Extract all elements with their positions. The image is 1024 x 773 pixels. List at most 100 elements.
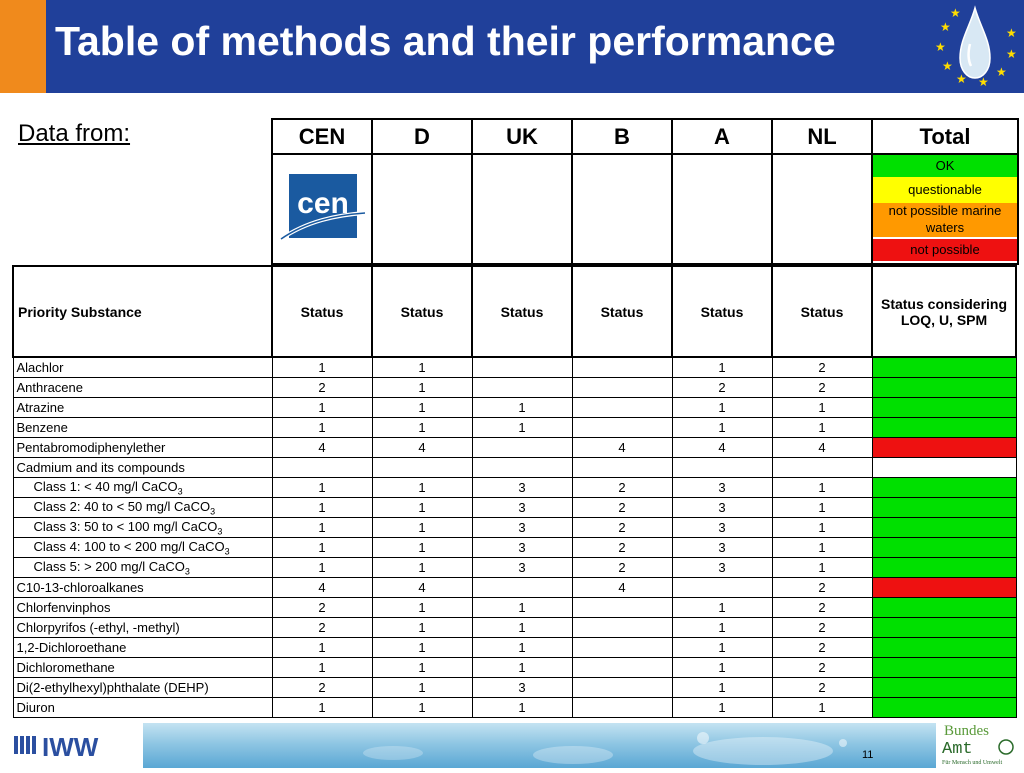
status-cell-cen: 2 bbox=[271, 597, 373, 618]
status-cell-d: 1 bbox=[371, 537, 473, 558]
substance-name: Di(2-ethylhexyl)phthalate (DEHP) bbox=[12, 677, 273, 698]
status-cell-b: 4 bbox=[571, 437, 673, 458]
table-row: Class 4: 100 to < 200 mg/l CaCO3 1 1 3 2 3 1 bbox=[12, 537, 1017, 558]
status-cell-a: 1 bbox=[671, 356, 773, 378]
cen-logo: cen bbox=[279, 173, 366, 241]
total-status-header: Status considering LOQ, U, SPM bbox=[871, 265, 1017, 358]
status-cell-nl: 1 bbox=[771, 497, 873, 518]
substance-name: Cadmium and its compounds bbox=[12, 457, 273, 478]
table-row: Class 5: > 200 mg/l CaCO3 1 1 3 2 3 1 bbox=[12, 557, 1017, 578]
status-cell-uk bbox=[471, 577, 573, 598]
status-cell-d: 1 bbox=[371, 517, 473, 538]
substance-name: Chlorpyrifos (-ethyl, -methyl) bbox=[12, 617, 273, 638]
status-cell-uk: 3 bbox=[471, 677, 573, 698]
status-cell-nl: 2 bbox=[771, 597, 873, 618]
status-cell-nl: 1 bbox=[771, 397, 873, 418]
status-cell-uk: 3 bbox=[471, 557, 573, 578]
status-cell-uk bbox=[471, 356, 573, 378]
status-cell-nl bbox=[771, 457, 873, 478]
substance-name: Class 3: 50 to < 100 mg/l CaCO3 bbox=[12, 517, 273, 538]
status-cell-a: 3 bbox=[671, 537, 773, 558]
table-row: Benzene 1 1 1 1 1 bbox=[12, 417, 1017, 438]
status-header: Status bbox=[771, 265, 873, 358]
status-cell-d: 4 bbox=[371, 577, 473, 598]
status-cell-a: 1 bbox=[671, 397, 773, 418]
status-cell-cen: 1 bbox=[271, 477, 373, 498]
status-cell-nl: 2 bbox=[771, 617, 873, 638]
status-cell-b bbox=[571, 417, 673, 438]
status-cell-d: 1 bbox=[371, 677, 473, 698]
status-cell-d: 1 bbox=[371, 597, 473, 618]
total-status-cell bbox=[871, 697, 1017, 718]
substance-name: Diuron bbox=[12, 697, 273, 718]
table-row: Dichloromethane 1 1 1 1 2 bbox=[12, 657, 1017, 678]
svg-text:Für Mensch und Umwelt: Für Mensch und Umwelt bbox=[942, 760, 1002, 766]
substance-name: 1,2-Dichloroethane bbox=[12, 637, 273, 658]
substance-name: Alachlor bbox=[12, 356, 273, 378]
page-title: Table of methods and their performance bbox=[55, 18, 836, 64]
table-row: Diuron 1 1 1 1 1 bbox=[12, 697, 1017, 718]
status-cell-a: 3 bbox=[671, 497, 773, 518]
status-cell-cen: 4 bbox=[271, 577, 373, 598]
status-cell-uk: 3 bbox=[471, 537, 573, 558]
svg-text:★: ★ bbox=[942, 59, 953, 73]
svg-text:IWW: IWW bbox=[42, 732, 99, 762]
status-cell-b bbox=[571, 617, 673, 638]
status-cell-b bbox=[571, 397, 673, 418]
status-cell-b bbox=[571, 457, 673, 478]
status-cell-b bbox=[571, 637, 673, 658]
priority-substance-header: Priority Substance bbox=[12, 265, 273, 358]
total-status-cell bbox=[871, 517, 1017, 538]
total-status-cell bbox=[871, 497, 1017, 518]
svg-text:Amt: Amt bbox=[942, 740, 973, 759]
status-cell-cen: 2 bbox=[271, 677, 373, 698]
status-cell-cen: 2 bbox=[271, 617, 373, 638]
total-status-cell bbox=[871, 617, 1017, 638]
status-cell-d: 4 bbox=[371, 437, 473, 458]
total-header: Total bbox=[871, 118, 1019, 155]
status-cell-d: 1 bbox=[371, 377, 473, 398]
status-cell-a: 1 bbox=[671, 697, 773, 718]
status-cell-d bbox=[371, 457, 473, 478]
substance-name: Chlorfenvinphos bbox=[12, 597, 273, 618]
status-header: Status bbox=[471, 265, 573, 358]
status-cell-cen: 1 bbox=[271, 356, 373, 378]
table-row: Pentabromodiphenylether 4 4 4 4 4 bbox=[12, 437, 1017, 458]
table-row: Alachlor 1 1 1 2 bbox=[12, 356, 1017, 378]
total-status-cell bbox=[871, 597, 1017, 618]
substance-name: Atrazine bbox=[12, 397, 273, 418]
water-drop bbox=[959, 5, 991, 79]
status-cell-nl: 1 bbox=[771, 537, 873, 558]
status-cell-d: 1 bbox=[371, 417, 473, 438]
status-legend: OK questionable not possible marine wate… bbox=[874, 156, 1016, 261]
status-cell-d: 1 bbox=[371, 477, 473, 498]
status-cell-cen: 1 bbox=[271, 417, 373, 438]
total-status-cell bbox=[871, 417, 1017, 438]
svg-text:★: ★ bbox=[978, 75, 989, 89]
legend-not-possible: not possible bbox=[874, 237, 1016, 261]
status-cell-nl: 2 bbox=[771, 356, 873, 378]
table-row: Di(2-ethylhexyl)phthalate (DEHP) 2 1 3 1 2 bbox=[12, 677, 1017, 698]
status-cell-nl: 2 bbox=[771, 657, 873, 678]
total-status-cell bbox=[871, 557, 1017, 578]
status-cell-nl: 1 bbox=[771, 517, 873, 538]
status-cell-d: 1 bbox=[371, 356, 473, 378]
table-row: 1,2-Dichloroethane 1 1 1 1 2 bbox=[12, 637, 1017, 658]
total-status-cell bbox=[871, 457, 1017, 478]
status-cell-nl: 2 bbox=[771, 677, 873, 698]
status-cell-nl: 4 bbox=[771, 437, 873, 458]
source-table: CEN D UK B A NL Total cen OK questionabl… bbox=[271, 118, 1019, 265]
table-row: C10-13-chloroalkanes 4 4 4 2 bbox=[12, 577, 1017, 598]
header-accent bbox=[0, 0, 46, 93]
status-cell-cen: 1 bbox=[271, 557, 373, 578]
total-status-cell bbox=[871, 537, 1017, 558]
eu-water-drop-logo: ★ ★ ★ ★ ★ ★ ★ ★ ★ bbox=[935, 5, 1017, 89]
status-cell-cen: 1 bbox=[271, 637, 373, 658]
total-status-cell bbox=[871, 657, 1017, 678]
status-cell-uk bbox=[471, 457, 573, 478]
source-logo-row: cen OK questionable not possible marine … bbox=[271, 153, 1019, 265]
svg-text:★: ★ bbox=[996, 65, 1007, 79]
nl-logo-cell bbox=[771, 153, 873, 265]
status-cell-a: 1 bbox=[671, 657, 773, 678]
table-row: Class 3: 50 to < 100 mg/l CaCO3 1 1 3 2 3 1 bbox=[12, 517, 1017, 538]
